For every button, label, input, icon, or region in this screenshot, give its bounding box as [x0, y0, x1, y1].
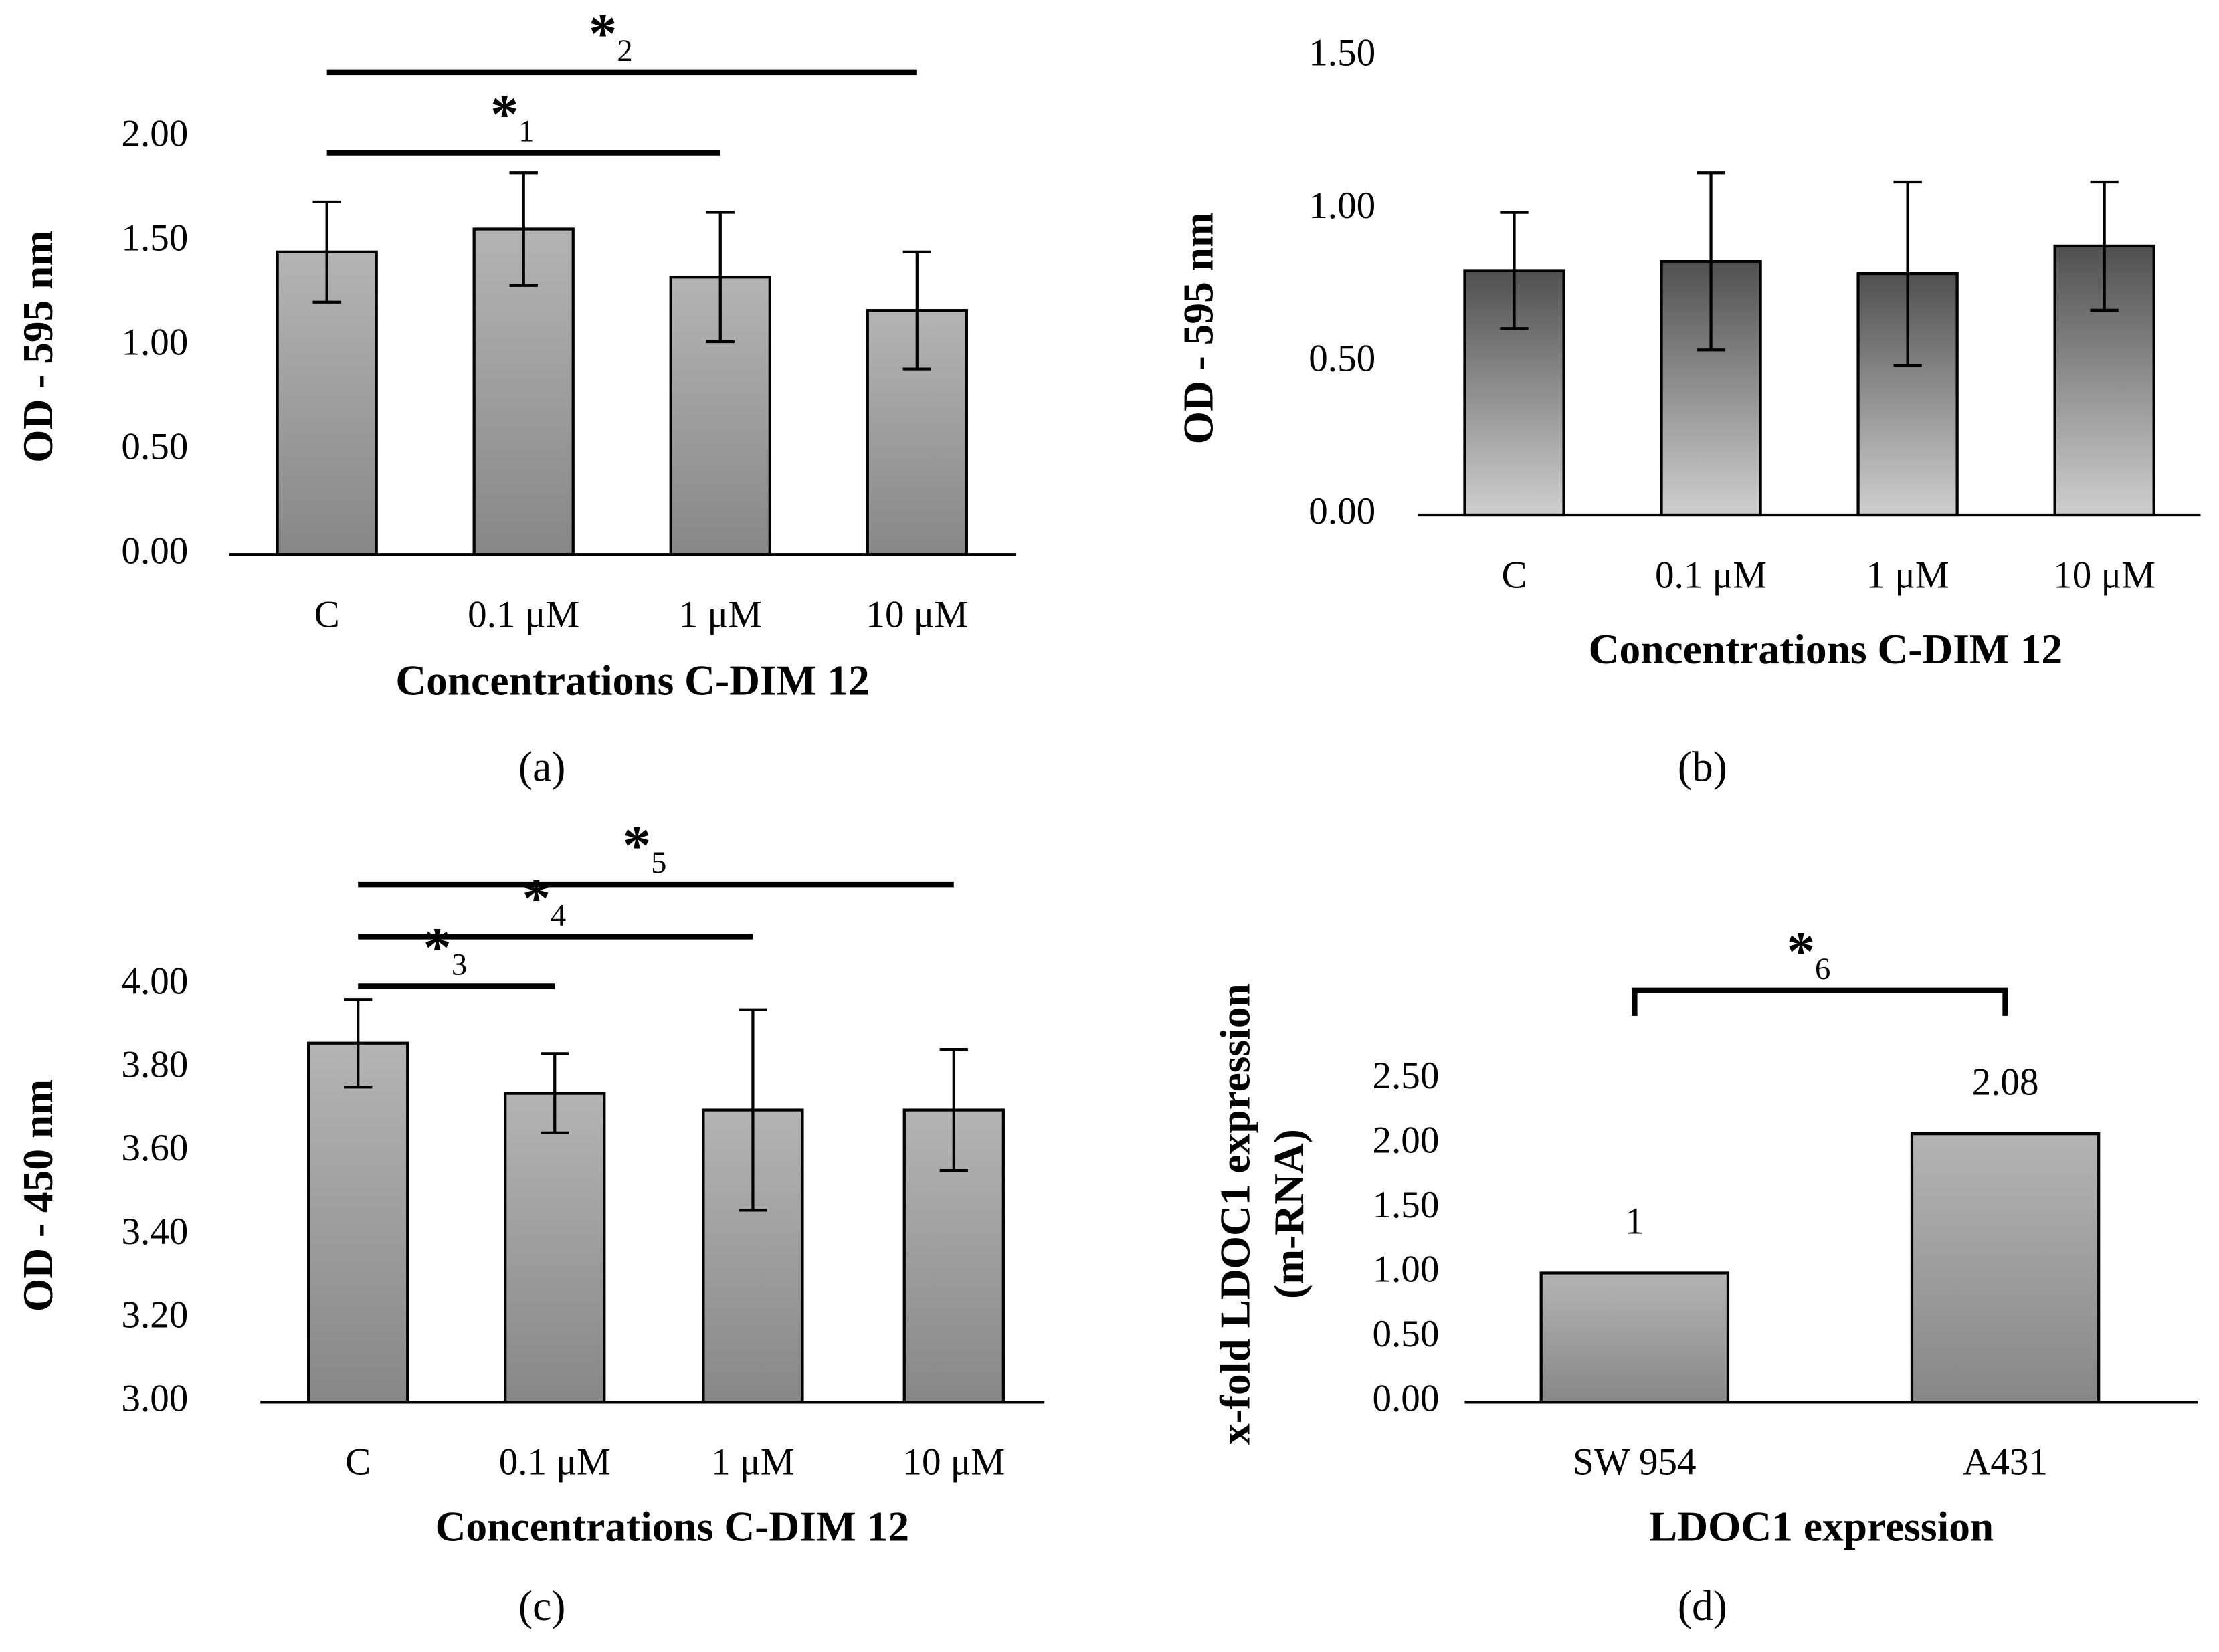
x-tick-label: 0.1 μM	[1655, 554, 1767, 596]
x-tick-label: 1 μM	[1866, 554, 1949, 596]
significance-label: *6	[1787, 921, 1831, 987]
y-tick-label: 3.60	[121, 1127, 188, 1169]
x-tick-label: 1 μM	[711, 1441, 794, 1483]
significance-label: *5	[623, 815, 667, 881]
y-tick-label: 2.50	[1372, 1055, 1439, 1097]
y-tick-label: 3.20	[121, 1294, 188, 1336]
significance-star: *	[623, 815, 651, 877]
x-tick-label: 0.1 μM	[499, 1441, 611, 1483]
significance-index: 5	[651, 846, 666, 880]
y-axis-label: OD - 595 nm	[14, 231, 62, 463]
value-label: 2.08	[1972, 1061, 2039, 1103]
significance-index: 1	[518, 115, 534, 149]
value-label: 1	[1625, 1201, 1644, 1243]
significance-index: 6	[1815, 952, 1830, 987]
significance-star: *	[423, 917, 452, 979]
x-tick-label: 10 μM	[866, 594, 968, 636]
y-tick-label: 0.50	[1309, 338, 1375, 380]
significance-label: *2	[589, 3, 633, 68]
y-tick-label: 1.00	[1372, 1249, 1439, 1291]
y-axis-label: x-fold LDOC1 expression	[1212, 983, 1259, 1445]
y-tick-label: 2.00	[121, 112, 188, 154]
y-tick-label: 1.50	[121, 217, 188, 259]
bar	[1539, 1271, 1730, 1404]
y-tick-label: 1.50	[1309, 32, 1375, 74]
y-tick-label: 1.00	[121, 321, 188, 363]
panel-caption: (c)	[518, 1582, 565, 1629]
y-tick-label: 0.00	[121, 530, 188, 572]
x-tick-label: C	[345, 1441, 371, 1483]
y-axis-label: (m-RNA)	[1265, 1129, 1313, 1299]
y-tick-label: 3.80	[121, 1043, 188, 1086]
y-tick-label: 4.00	[121, 960, 188, 1002]
bar	[1910, 1132, 2101, 1404]
bar	[307, 1041, 409, 1404]
x-tick-label: C	[314, 594, 340, 636]
y-tick-label: 3.00	[121, 1378, 188, 1420]
y-tick-label: 0.50	[1372, 1313, 1439, 1355]
x-tick-label: 1 μM	[679, 594, 762, 636]
significance-star: *	[522, 867, 551, 930]
y-tick-label: 0.00	[1372, 1378, 1439, 1420]
x-tick-label: 10 μM	[902, 1441, 1005, 1483]
panel-caption: (b)	[1678, 742, 1727, 790]
panel-caption: (d)	[1678, 1582, 1727, 1629]
x-axis-label: Concentrations C-DIM 12	[1589, 625, 2063, 673]
significance-index: 3	[452, 948, 467, 983]
significance-label: *4	[522, 867, 567, 933]
significance-bracket	[1632, 987, 2008, 1016]
y-tick-label: 0.00	[1309, 490, 1375, 532]
x-axis-label: LDOC1 expression	[1649, 1502, 1994, 1550]
significance-label: *3	[423, 917, 468, 983]
significance-index: 4	[551, 899, 566, 933]
x-tick-label: 10 μM	[2053, 554, 2155, 596]
x-tick-label: A431	[1963, 1441, 2048, 1483]
y-axis-label: OD - 595 nm	[1175, 212, 1222, 444]
significance-label: *1	[490, 84, 535, 149]
significance-index: 2	[617, 34, 632, 68]
y-tick-label: 2.00	[1372, 1120, 1439, 1162]
y-axis-label: OD - 450 nm	[14, 1079, 62, 1312]
significance-star: *	[490, 84, 518, 146]
x-tick-label: C	[1501, 554, 1527, 596]
x-axis-label: Concentrations C-DIM 12	[436, 1502, 910, 1550]
bar	[504, 1092, 606, 1404]
y-tick-label: 3.40	[121, 1211, 188, 1253]
y-tick-label: 1.00	[1309, 185, 1375, 227]
panel-caption: (a)	[518, 742, 565, 790]
x-tick-label: 0.1 μM	[468, 594, 579, 636]
significance-star: *	[589, 3, 617, 65]
significance-star: *	[1787, 921, 1815, 983]
y-tick-label: 1.50	[1372, 1184, 1439, 1226]
x-axis-label: Concentrations C-DIM 12	[395, 656, 869, 704]
x-tick-label: SW 954	[1573, 1441, 1697, 1483]
y-tick-label: 0.50	[121, 425, 188, 468]
